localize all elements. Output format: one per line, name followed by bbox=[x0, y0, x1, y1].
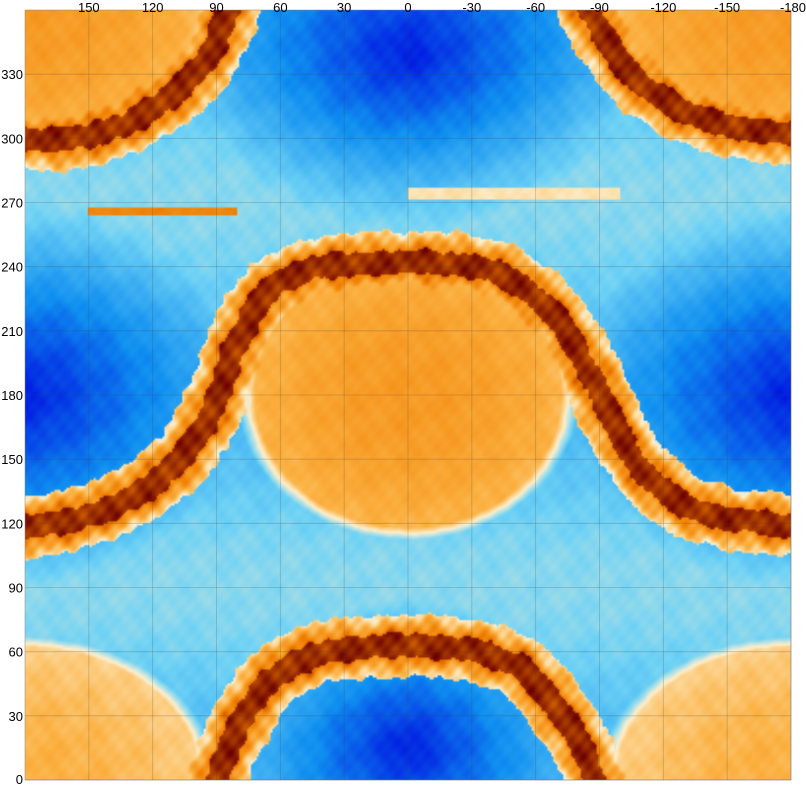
y-tick-label: 30 bbox=[9, 709, 23, 724]
x-tick-label: 30 bbox=[337, 0, 351, 15]
x-tick-label: -150 bbox=[714, 0, 740, 15]
x-tick-label: 150 bbox=[78, 0, 100, 15]
x-tick-label: -30 bbox=[462, 0, 481, 15]
plot-frame bbox=[24, 9, 792, 781]
y-tick-label: 60 bbox=[9, 645, 23, 660]
heatmap-plot-area bbox=[24, 9, 792, 781]
grid-lines bbox=[25, 10, 792, 781]
y-tick-label: 120 bbox=[1, 516, 23, 531]
x-tick-label: 60 bbox=[273, 0, 287, 15]
x-tick-label: -120 bbox=[650, 0, 676, 15]
heatmap-image bbox=[25, 10, 791, 780]
y-tick-label: 330 bbox=[1, 67, 23, 82]
y-tick-label: 300 bbox=[1, 131, 23, 146]
x-tick-label: 120 bbox=[142, 0, 164, 15]
x-tick-label: -180 bbox=[780, 0, 806, 15]
x-tick-label: 0 bbox=[404, 0, 411, 15]
y-tick-label: 0 bbox=[16, 772, 23, 785]
x-tick-label: -90 bbox=[590, 0, 609, 15]
y-tick-label: 210 bbox=[1, 324, 23, 339]
y-tick-label: 150 bbox=[1, 452, 23, 467]
y-axis-tick-labels: 0 30 60 90 120 150 180 210 240 270 300 330 bbox=[1, 67, 23, 785]
x-axis-tick-labels: 150 120 90 60 30 0 -30 -60 -90 -120 -150 -180 bbox=[78, 0, 806, 15]
y-tick-label: 180 bbox=[1, 388, 23, 403]
x-tick-label: -60 bbox=[526, 0, 545, 15]
y-tick-label: 90 bbox=[9, 581, 23, 596]
y-tick-label: 240 bbox=[1, 260, 23, 275]
y-tick-label: 270 bbox=[1, 196, 23, 211]
x-tick-label: 90 bbox=[209, 0, 223, 15]
